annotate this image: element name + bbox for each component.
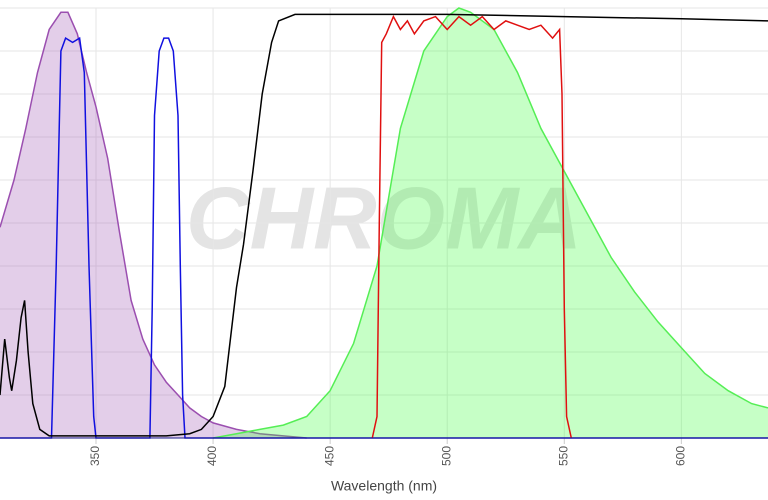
watermark: CHROMA bbox=[186, 168, 582, 267]
x-tick-label: 350 bbox=[88, 446, 102, 466]
spectrum-line bbox=[0, 11, 307, 439]
spectrum-line bbox=[371, 14, 573, 439]
x-tick-label: 500 bbox=[439, 446, 453, 466]
x-tick-label: 550 bbox=[556, 446, 570, 466]
x-tick-label: 400 bbox=[205, 446, 219, 466]
area-fill bbox=[0, 12, 307, 439]
spectrum-line bbox=[212, 7, 768, 439]
spectrum-line bbox=[0, 13, 768, 437]
area-fill bbox=[213, 8, 768, 438]
x-tick-label: 600 bbox=[674, 446, 688, 466]
x-tick-label: 450 bbox=[322, 446, 336, 466]
x-axis-label: Wavelength (nm) bbox=[331, 478, 437, 494]
